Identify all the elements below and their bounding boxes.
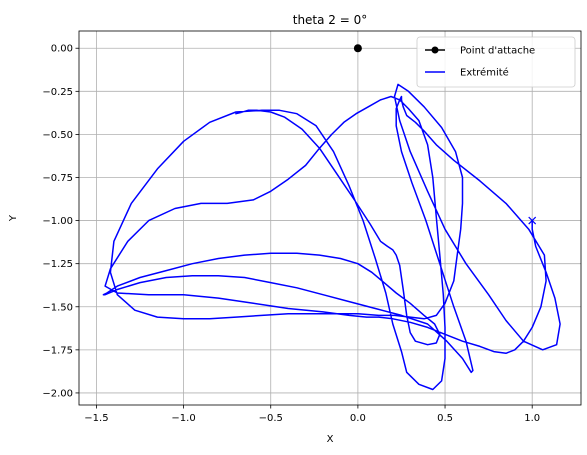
legend-label-extremite: Extrémité	[460, 67, 509, 79]
x-tick-label: 0.5	[437, 413, 453, 424]
y-tick-label: 0.00	[51, 44, 73, 55]
legend-label-point-attache: Point d'attache	[460, 46, 535, 57]
y-tick-label: −1.25	[42, 259, 73, 270]
axes-frame	[78, 30, 582, 406]
y-tick-label: −0.50	[42, 130, 73, 141]
y-axis-title: Y	[8, 214, 19, 222]
legend-marker-point-attache	[431, 46, 439, 54]
axis-ticks: −1.5 −1.0 −0.5 0.0 0.5 1.0 0.00 −0.25 −0.50 −0.75…	[42, 44, 540, 424]
y-tick-label: −0.25	[42, 87, 73, 98]
x-tick-label: −0.5	[259, 413, 283, 424]
y-tick-label: −1.00	[42, 216, 73, 227]
x-tick-label: −1.5	[84, 413, 108, 424]
y-tick-label: −2.00	[42, 388, 73, 399]
y-tick-label: −0.75	[42, 173, 73, 184]
series-line-extremite	[102, 83, 561, 391]
x-tick-label: 0.0	[350, 413, 366, 424]
x-tick-label: 1.0	[524, 413, 540, 424]
end-marker-x	[528, 216, 537, 225]
legend-box	[416, 36, 576, 88]
plot-series	[102, 44, 561, 391]
x-tick-label: −1.0	[171, 413, 195, 424]
chart-title: theta 2 = 0°	[293, 13, 368, 27]
y-tick-label: −1.75	[42, 345, 73, 356]
y-tick-label: −1.50	[42, 302, 73, 313]
legend: Point d'attache Extrémité	[416, 36, 576, 88]
attach-point-marker	[353, 44, 362, 53]
x-axis-title: X	[327, 434, 334, 445]
grid	[79, 31, 581, 405]
